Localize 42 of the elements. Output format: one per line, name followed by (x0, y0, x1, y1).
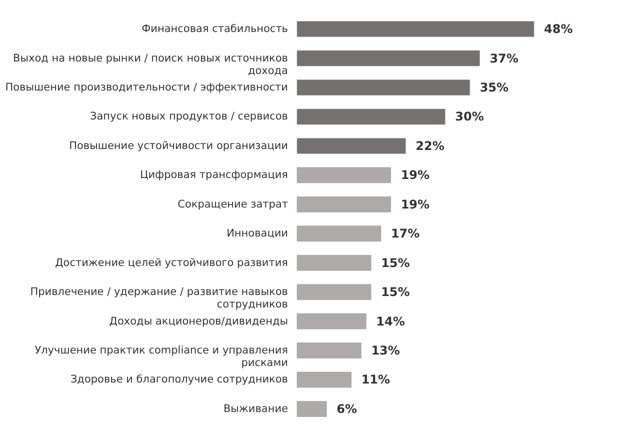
y-tick-label: Инновации (226, 228, 288, 240)
data-label: 19% (400, 197, 430, 212)
y-tick-label: Улучшение практик compliance и управления рисками (34, 344, 288, 370)
bar (296, 108, 446, 125)
y-tick-label: Достижение целей устойчивого развития (55, 256, 288, 269)
y-tick-label: Цифровая трансформация (140, 169, 288, 182)
data-label: 30% (455, 110, 484, 124)
data-label: 15% (381, 256, 410, 270)
bar (296, 80, 470, 96)
y-tick-label: Повышение устойчивости организации (69, 140, 288, 152)
bar (296, 254, 372, 271)
y-tick-label: Финансовая стабильность (142, 23, 288, 36)
bar (296, 167, 391, 184)
data-label: 19% (400, 168, 430, 182)
bar (296, 313, 366, 330)
bar (296, 226, 382, 242)
y-tick-label: Выживание (223, 402, 288, 415)
bar (296, 138, 406, 154)
bar (296, 342, 362, 358)
y-tick-label: Сокращение затрат (178, 198, 288, 210)
y-tick-label: Доходы акционеров/дивиденды (109, 315, 288, 328)
y-tick-label: Выход на новые рынки / поиск новых источников дохода (13, 52, 288, 77)
data-label: 15% (381, 285, 410, 300)
bar (296, 372, 352, 388)
data-label: 35% (480, 80, 509, 94)
data-label: 17% (390, 226, 420, 241)
data-label: 11% (361, 372, 390, 387)
data-label: 6% (336, 402, 357, 416)
bar (296, 401, 327, 417)
y-tick-label: Запуск новых продуктов / сервисов (90, 110, 288, 123)
data-label: 14% (376, 314, 405, 328)
bar (296, 196, 391, 212)
y-tick-label: Повышение производительности / эффективности (5, 81, 288, 94)
data-label: 37% (490, 51, 518, 66)
data-label: 22% (416, 138, 444, 153)
data-label: 13% (371, 344, 400, 358)
bar (296, 50, 480, 66)
bar (296, 21, 534, 37)
y-tick-label: Здоровье и благополучие сотрудников (70, 374, 288, 386)
bar (296, 284, 372, 300)
data-label: 48% (544, 22, 573, 36)
y-tick-label: Привлечение / удержание / развитие навыков сотрудников (30, 286, 288, 311)
